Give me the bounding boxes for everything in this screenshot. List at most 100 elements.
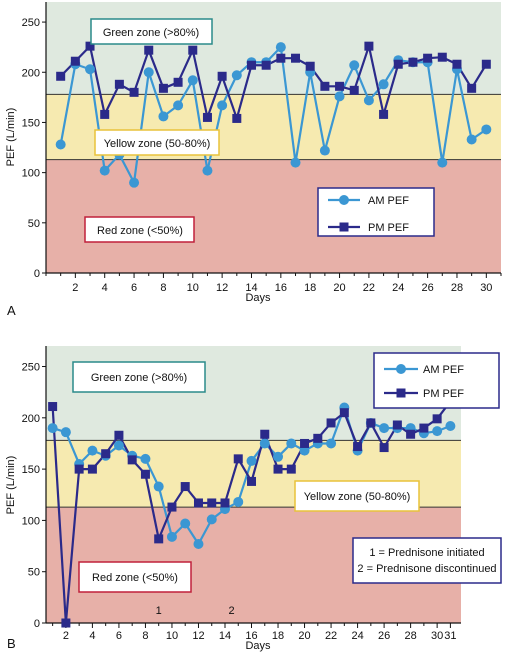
pm-pef-point xyxy=(335,81,345,91)
legend-pm-label: PM PEF xyxy=(368,222,409,234)
pm-pef-point xyxy=(144,45,154,55)
x-tick-label: 24 xyxy=(351,630,363,642)
green-zone-label: Green zone (>80%) xyxy=(91,372,187,384)
am-pef-point xyxy=(60,427,71,438)
x-tick-label: 6 xyxy=(131,282,137,294)
pm-pef-point xyxy=(276,53,286,63)
x-tick-label: 31 xyxy=(444,630,456,642)
pm-pef-point xyxy=(167,502,177,512)
green-zone-label-box xyxy=(90,18,213,45)
pm-pef-point xyxy=(406,429,416,439)
pm-pef-point xyxy=(202,112,212,122)
pm-pef-point xyxy=(300,438,310,448)
x-axis-title: Days xyxy=(245,292,271,304)
am-pef-point xyxy=(180,518,191,529)
pm-pef-point xyxy=(158,83,168,93)
pm-pef-point xyxy=(481,59,491,69)
y-tick-label: 100 xyxy=(22,515,40,527)
x-tick-label: 18 xyxy=(304,282,316,294)
am-pef-point xyxy=(445,421,456,432)
pm-pef-point xyxy=(127,455,137,465)
pm-pef-point xyxy=(366,418,376,428)
pm-pef-point xyxy=(339,408,349,418)
am-pef-point xyxy=(334,91,345,102)
x-tick-label: 14 xyxy=(219,630,231,642)
pm-pef-point xyxy=(100,109,110,119)
y-axis-title: PEF (L/min) xyxy=(5,456,17,515)
am-pef-point xyxy=(143,67,154,78)
pm-pef-point xyxy=(432,414,442,424)
am-pef-point xyxy=(231,70,242,81)
y-tick-label: 50 xyxy=(28,218,40,230)
am-pef-point xyxy=(202,165,213,176)
am-pef-point xyxy=(140,453,151,464)
pm-pef-point xyxy=(452,59,462,69)
pm-pef-point xyxy=(70,56,80,66)
pm-pef-point xyxy=(393,59,403,69)
legend-am-label: AM PEF xyxy=(368,195,409,207)
y-tick-label: 0 xyxy=(34,268,40,280)
yellow-zone-label: Yellow zone (50-80%) xyxy=(304,491,411,503)
pm-pef-point xyxy=(353,442,363,452)
note-box xyxy=(352,537,502,584)
x-tick-label: 22 xyxy=(363,282,375,294)
pm-pef-point xyxy=(246,60,256,70)
legend-am-marker xyxy=(396,364,406,374)
green-zone-band xyxy=(46,2,501,95)
am-pef-point xyxy=(246,455,257,466)
am-pef-point xyxy=(129,177,140,188)
x-tick-label: 4 xyxy=(102,282,108,294)
am-pef-point xyxy=(378,79,389,90)
green-zone-label-box xyxy=(72,361,206,393)
pm-pef-point xyxy=(364,41,374,51)
legend-pm-marker xyxy=(396,388,406,398)
pm-pef-point xyxy=(180,482,190,492)
pm-pef-point xyxy=(247,476,257,486)
am-pef-point xyxy=(432,426,443,437)
x-tick-label: 20 xyxy=(333,282,345,294)
pm-pef-point xyxy=(207,498,217,508)
x-tick-label: 8 xyxy=(142,630,148,642)
pm-pef-point xyxy=(140,469,150,479)
am-pef-point xyxy=(290,157,301,168)
x-tick-label: 26 xyxy=(378,630,390,642)
pm-pef-point xyxy=(379,443,389,453)
event-marker-label: 1 xyxy=(156,605,162,617)
x-tick-label: 20 xyxy=(298,630,310,642)
am-pef-point xyxy=(55,139,66,150)
pm-pef-point xyxy=(114,79,124,89)
am-pef-point xyxy=(299,445,310,456)
legend-am-marker xyxy=(339,195,349,205)
red-zone-label-box xyxy=(84,216,195,243)
pm-pef-point xyxy=(233,454,243,464)
note-line-1: 1 = Prednisone initiated xyxy=(369,547,484,559)
pm-pef-point xyxy=(220,498,230,508)
y-tick-label: 150 xyxy=(22,117,40,129)
pm-pef-point xyxy=(326,418,336,428)
red-zone-label-box xyxy=(78,561,192,593)
x-tick-label: 26 xyxy=(421,282,433,294)
am-pef-point xyxy=(166,531,177,542)
y-tick-label: 50 xyxy=(28,567,40,579)
pm-pef-point xyxy=(305,61,315,71)
pm-pef-point xyxy=(154,534,164,544)
pm-pef-point xyxy=(129,87,139,97)
x-tick-label: 24 xyxy=(392,282,404,294)
am-pef-point xyxy=(193,539,204,550)
pm-pef-point xyxy=(173,77,183,87)
am-pef-point xyxy=(379,423,390,434)
am-pef-point xyxy=(275,42,286,53)
x-tick-label: 6 xyxy=(116,630,122,642)
x-tick-label: 30 xyxy=(480,282,492,294)
yellow-zone-label: Yellow zone (50-80%) xyxy=(104,138,211,150)
am-pef-point xyxy=(87,445,98,456)
am-pef-point xyxy=(99,165,110,176)
panel-letter: A xyxy=(7,303,16,318)
y-tick-label: 200 xyxy=(22,413,40,425)
pm-pef-point xyxy=(379,109,389,119)
am-pef-point xyxy=(326,438,337,449)
pm-pef-point xyxy=(286,464,296,474)
pm-pef-point xyxy=(232,113,242,123)
pm-pef-point xyxy=(291,53,301,63)
